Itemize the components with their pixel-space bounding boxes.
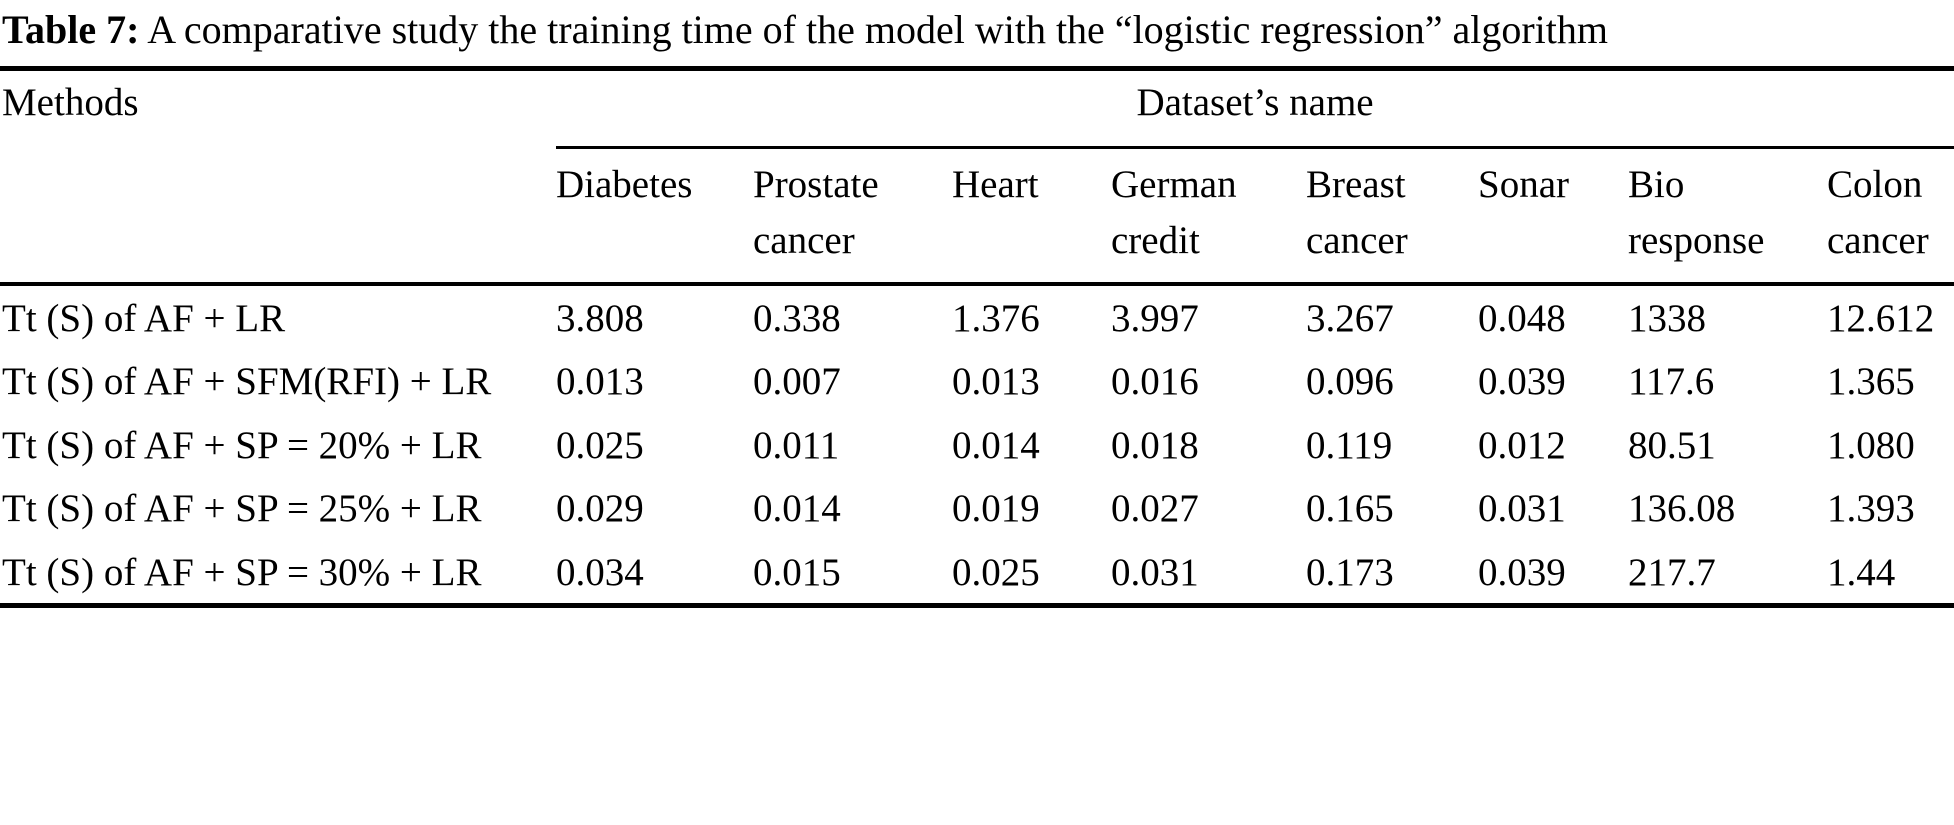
value-cell: 117.6 <box>1628 360 1715 404</box>
value-cell: 0.029 <box>556 487 644 531</box>
value-cell: 136.08 <box>1628 487 1736 531</box>
value-cell: 0.039 <box>1478 360 1566 404</box>
method-cell: Tt (S) of AF + SP = 20% + LR <box>2 423 482 467</box>
value-cell: 1.44 <box>1827 550 1896 594</box>
value-cell: 0.039 <box>1478 550 1566 594</box>
value-cell: 0.012 <box>1478 423 1566 467</box>
value-cell: 0.019 <box>952 487 1040 531</box>
column-header-colon-cancer: Colon cancer <box>1827 162 1929 263</box>
method-cell: Tt (S) of AF + LR <box>0 281 556 350</box>
value-cell: 12.612 <box>1827 281 1954 350</box>
column-header-heart: Heart <box>952 162 1039 206</box>
value-cell: 0.025 <box>952 550 1040 594</box>
value-cell: 0.016 <box>1111 360 1199 404</box>
value-cell: 0.031 <box>1478 487 1566 531</box>
method-cell: Tt (S) of AF + SFM(RFI) + LR <box>2 360 492 404</box>
value-cell: 0.014 <box>753 487 841 531</box>
value-cell: 0.018 <box>1111 423 1199 467</box>
table-row: Tt (S) of AF + SP = 20% + LR 0.025 0.011… <box>0 413 1954 477</box>
table-row: Tt (S) of AF + SP = 25% + LR 0.029 0.014… <box>0 476 1954 540</box>
value-cell: 0.173 <box>1306 550 1394 594</box>
table-row: Tt (S) of AF + SFM(RFI) + LR 0.013 0.007… <box>0 349 1954 413</box>
value-cell: 0.096 <box>1306 360 1394 404</box>
value-cell: 0.338 <box>753 281 952 350</box>
value-cell: 0.013 <box>556 360 644 404</box>
value-cell: 1338 <box>1628 281 1827 350</box>
value-cell: 0.048 <box>1478 281 1628 350</box>
value-cell: 1.393 <box>1827 487 1915 531</box>
value-cell: 0.034 <box>556 550 644 594</box>
value-cell: 0.027 <box>1111 487 1199 531</box>
table-caption-text: A comparative study the training time of… <box>147 7 1609 52</box>
value-cell: 0.031 <box>1111 550 1199 594</box>
method-cell: Tt (S) of AF + SP = 30% + LR <box>2 550 482 594</box>
table-row: Tt (S) of AF + SP = 30% + LR 0.034 0.015… <box>0 540 1954 606</box>
table-caption: Table 7: A comparative study the trainin… <box>0 0 1954 66</box>
value-cell: 1.376 <box>952 281 1111 350</box>
training-time-table: Methods Dataset’s name Diabetes Prostate… <box>0 66 1954 609</box>
column-header-diabetes: Diabetes <box>556 162 693 206</box>
value-cell: 3.997 <box>1111 281 1306 350</box>
value-cell: 0.007 <box>753 360 841 404</box>
value-cell: 3.808 <box>556 281 753 350</box>
value-cell: 0.013 <box>952 360 1040 404</box>
group-header-row: Methods Dataset’s name <box>0 68 1954 149</box>
value-cell: 0.014 <box>952 423 1040 467</box>
value-cell: 0.015 <box>753 550 841 594</box>
table-caption-label: Table 7: <box>2 7 140 52</box>
method-cell: Tt (S) of AF + SP = 25% + LR <box>2 487 482 531</box>
value-cell: 217.7 <box>1628 550 1716 594</box>
dataset-group-header: Dataset’s name <box>556 68 1954 149</box>
column-header-prostate-cancer: Prostate cancer <box>753 162 879 263</box>
value-cell: 1.365 <box>1827 360 1915 404</box>
column-header-bio-response: Bio response <box>1628 162 1765 263</box>
column-header-row: Diabetes Prostate cancer Heart German cr… <box>0 147 1954 284</box>
column-header-sonar: Sonar <box>1478 162 1569 206</box>
value-cell: 3.267 <box>1306 281 1478 350</box>
column-header-breast-cancer: Breast cancer <box>1306 162 1408 263</box>
value-cell: 1.080 <box>1827 423 1915 467</box>
methods-column-header: Methods <box>2 81 139 124</box>
value-cell: 0.119 <box>1306 423 1393 467</box>
value-cell: 80.51 <box>1628 423 1716 467</box>
value-cell: 0.165 <box>1306 487 1394 531</box>
table-row: Tt (S) of AF + LR 3.808 0.338 1.376 3.99… <box>0 281 1954 350</box>
value-cell: 0.011 <box>753 423 840 467</box>
value-cell: 0.025 <box>556 423 644 467</box>
column-header-german-credit: German credit <box>1111 162 1237 263</box>
